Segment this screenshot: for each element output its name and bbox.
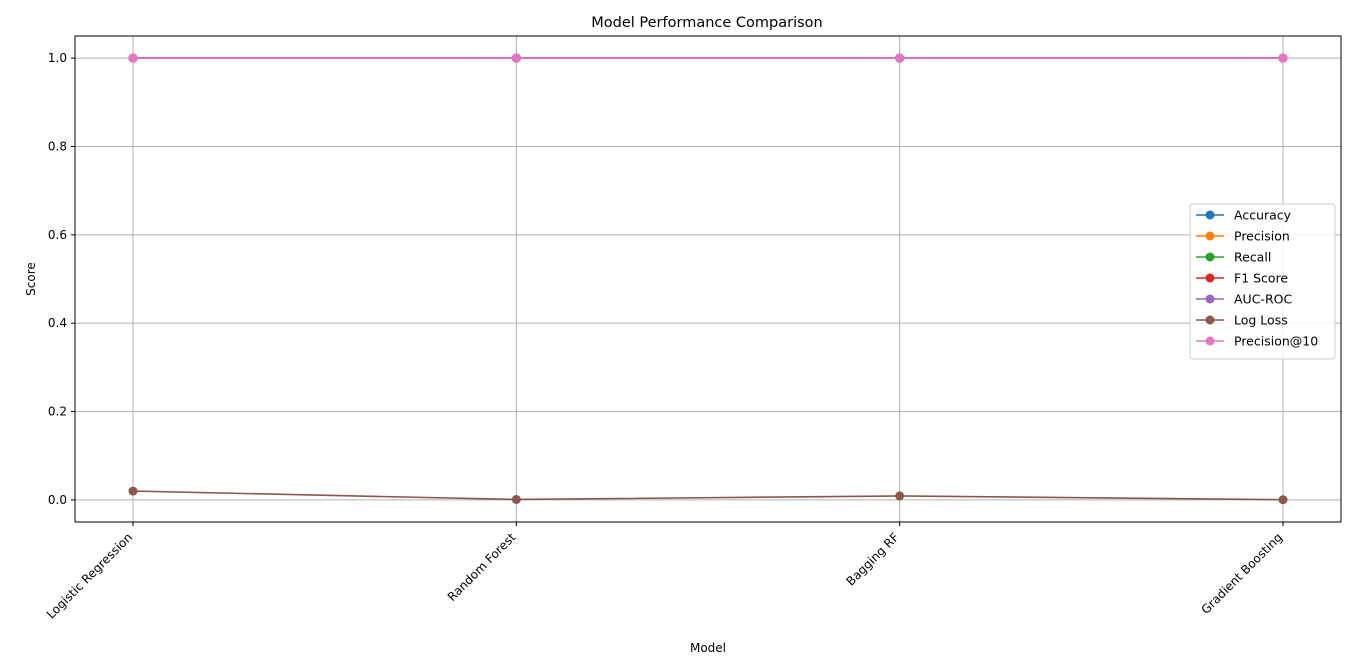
x-axis-title: Model xyxy=(690,641,726,655)
plot-frame xyxy=(74,35,1342,523)
data-point xyxy=(895,491,905,501)
legend-swatch-marker xyxy=(1205,231,1215,241)
legend-label: Accuracy xyxy=(1234,208,1292,223)
y-tick-label: 1.0 xyxy=(48,51,67,65)
legend-box xyxy=(1189,203,1336,360)
data-point xyxy=(1278,495,1288,505)
legend-item: AUC-ROC xyxy=(1196,292,1292,307)
legend-label: Precision@10 xyxy=(1234,334,1318,349)
y-tick-label: 0.0 xyxy=(48,493,67,507)
legend-item: Precision@10 xyxy=(1196,334,1318,349)
legend-item: F1 Score xyxy=(1196,271,1288,286)
gridlines xyxy=(75,36,1341,522)
y-tick-label: 0.4 xyxy=(48,316,67,330)
y-tick-label: 0.6 xyxy=(48,228,67,242)
legend-label: Precision xyxy=(1234,229,1290,244)
legend-item: Accuracy xyxy=(1196,208,1292,223)
data-point xyxy=(128,486,138,496)
series-layer xyxy=(128,53,1288,505)
data-point xyxy=(895,53,905,63)
legend-label: AUC-ROC xyxy=(1234,292,1292,307)
legend-item: Precision xyxy=(1196,229,1290,244)
x-tick-label: Logistic Regression xyxy=(44,530,135,621)
legend-swatch-marker xyxy=(1205,273,1215,283)
series-precision-10 xyxy=(128,53,1288,63)
x-tick-label: Bagging RF xyxy=(843,530,901,588)
legend: Accuracy Precision Recall F1 Score AUC-ROC Lo… xyxy=(1189,203,1336,360)
legend-item: Log Loss xyxy=(1196,313,1288,328)
legend-swatch-marker xyxy=(1205,336,1215,346)
legend-label: F1 Score xyxy=(1234,271,1288,286)
x-tick-label: Gradient Boosting xyxy=(1199,530,1286,617)
chart-title: Model Performance Comparison xyxy=(591,15,822,31)
y-tick-label: 0.8 xyxy=(48,139,67,153)
legend-label: Recall xyxy=(1234,250,1271,265)
legend-item: Recall xyxy=(1196,250,1271,265)
y-axis-title: Score xyxy=(24,262,38,296)
legend-swatch-marker xyxy=(1205,294,1215,304)
x-tick-label: Random Forest xyxy=(445,530,519,604)
series-log-loss xyxy=(128,486,1288,505)
legend-swatch-marker xyxy=(1205,315,1215,325)
legend-label: Log Loss xyxy=(1234,313,1288,328)
series-line xyxy=(132,490,1284,501)
data-point xyxy=(511,494,521,504)
legend-swatch-marker xyxy=(1205,252,1215,262)
legend-swatch-marker xyxy=(1205,210,1215,220)
y-tick-label: 0.2 xyxy=(48,405,67,419)
data-point xyxy=(1278,53,1288,63)
data-point xyxy=(511,53,521,63)
ticks: 0.0 0.2 0.4 0.6 0.8 1.0 Logistic Regression Ran… xyxy=(44,51,1285,621)
data-point xyxy=(128,53,138,63)
